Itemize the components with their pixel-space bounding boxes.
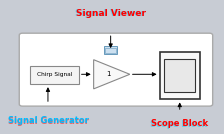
Text: Signal Viewer: Signal Viewer (76, 9, 146, 18)
FancyBboxPatch shape (164, 59, 195, 92)
Text: Chirp Signal: Chirp Signal (37, 72, 72, 77)
Text: Signal Viewer: Signal Viewer (75, 10, 144, 18)
Polygon shape (94, 60, 130, 89)
FancyBboxPatch shape (159, 52, 200, 99)
Text: Signal Generator: Signal Generator (8, 116, 88, 125)
Text: Scope Block: Scope Block (150, 120, 207, 129)
Text: Scope Block: Scope Block (151, 119, 208, 128)
FancyBboxPatch shape (104, 46, 117, 54)
FancyBboxPatch shape (19, 33, 213, 106)
FancyBboxPatch shape (30, 66, 79, 84)
Text: Signal Generator: Signal Generator (8, 117, 89, 126)
FancyBboxPatch shape (105, 48, 116, 53)
Text: 1: 1 (106, 71, 111, 77)
